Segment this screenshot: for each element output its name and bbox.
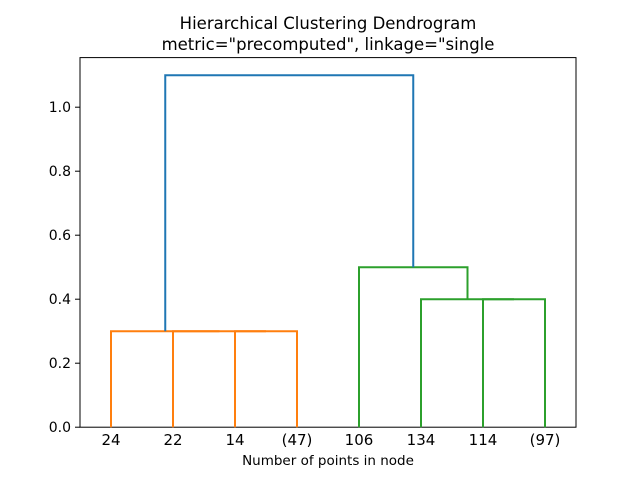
- y-tick-label: 0.2: [49, 356, 71, 372]
- x-tick-label: 106: [345, 431, 374, 449]
- y-tick-label: 0.8: [49, 164, 71, 180]
- y-tick-label: 0.6: [49, 228, 71, 244]
- dendrogram-link: [482, 298, 546, 428]
- x-axis-label: Number of points in node: [242, 453, 414, 469]
- x-axis-leaf-labels: 24 22 14 (47) 106 134 114 (97): [101, 431, 560, 449]
- y-tick-label: 0.0: [49, 420, 71, 436]
- x-tick-label: 24: [101, 431, 120, 449]
- dendrogram-link: [110, 330, 220, 428]
- x-tick-label: (97): [530, 431, 561, 449]
- dendrogram-link: [358, 266, 469, 428]
- y-tick-label: 0.4: [49, 292, 71, 308]
- chart-title-line1: Hierarchical Clustering Dendrogram: [180, 14, 477, 33]
- y-axis-ticks: 0.0 0.2 0.4 0.6 0.8 1.0: [49, 100, 80, 436]
- y-tick-label: 1.0: [49, 100, 71, 116]
- x-tick-label: 134: [407, 431, 436, 449]
- x-tick-label: 114: [469, 431, 498, 449]
- plot-border: [79, 57, 577, 428]
- dendrogram-link: [234, 330, 298, 428]
- chart-title-line2: metric="precomputed", linkage="single: [162, 35, 495, 54]
- dendrogram-links: [110, 74, 546, 428]
- dendrogram-link: [420, 298, 514, 428]
- dendrogram-link: [164, 74, 415, 332]
- x-tick-label: 14: [225, 431, 244, 449]
- x-tick-label: (47): [282, 431, 313, 449]
- dendrogram-link: [172, 330, 266, 428]
- x-tick-label: 22: [163, 431, 182, 449]
